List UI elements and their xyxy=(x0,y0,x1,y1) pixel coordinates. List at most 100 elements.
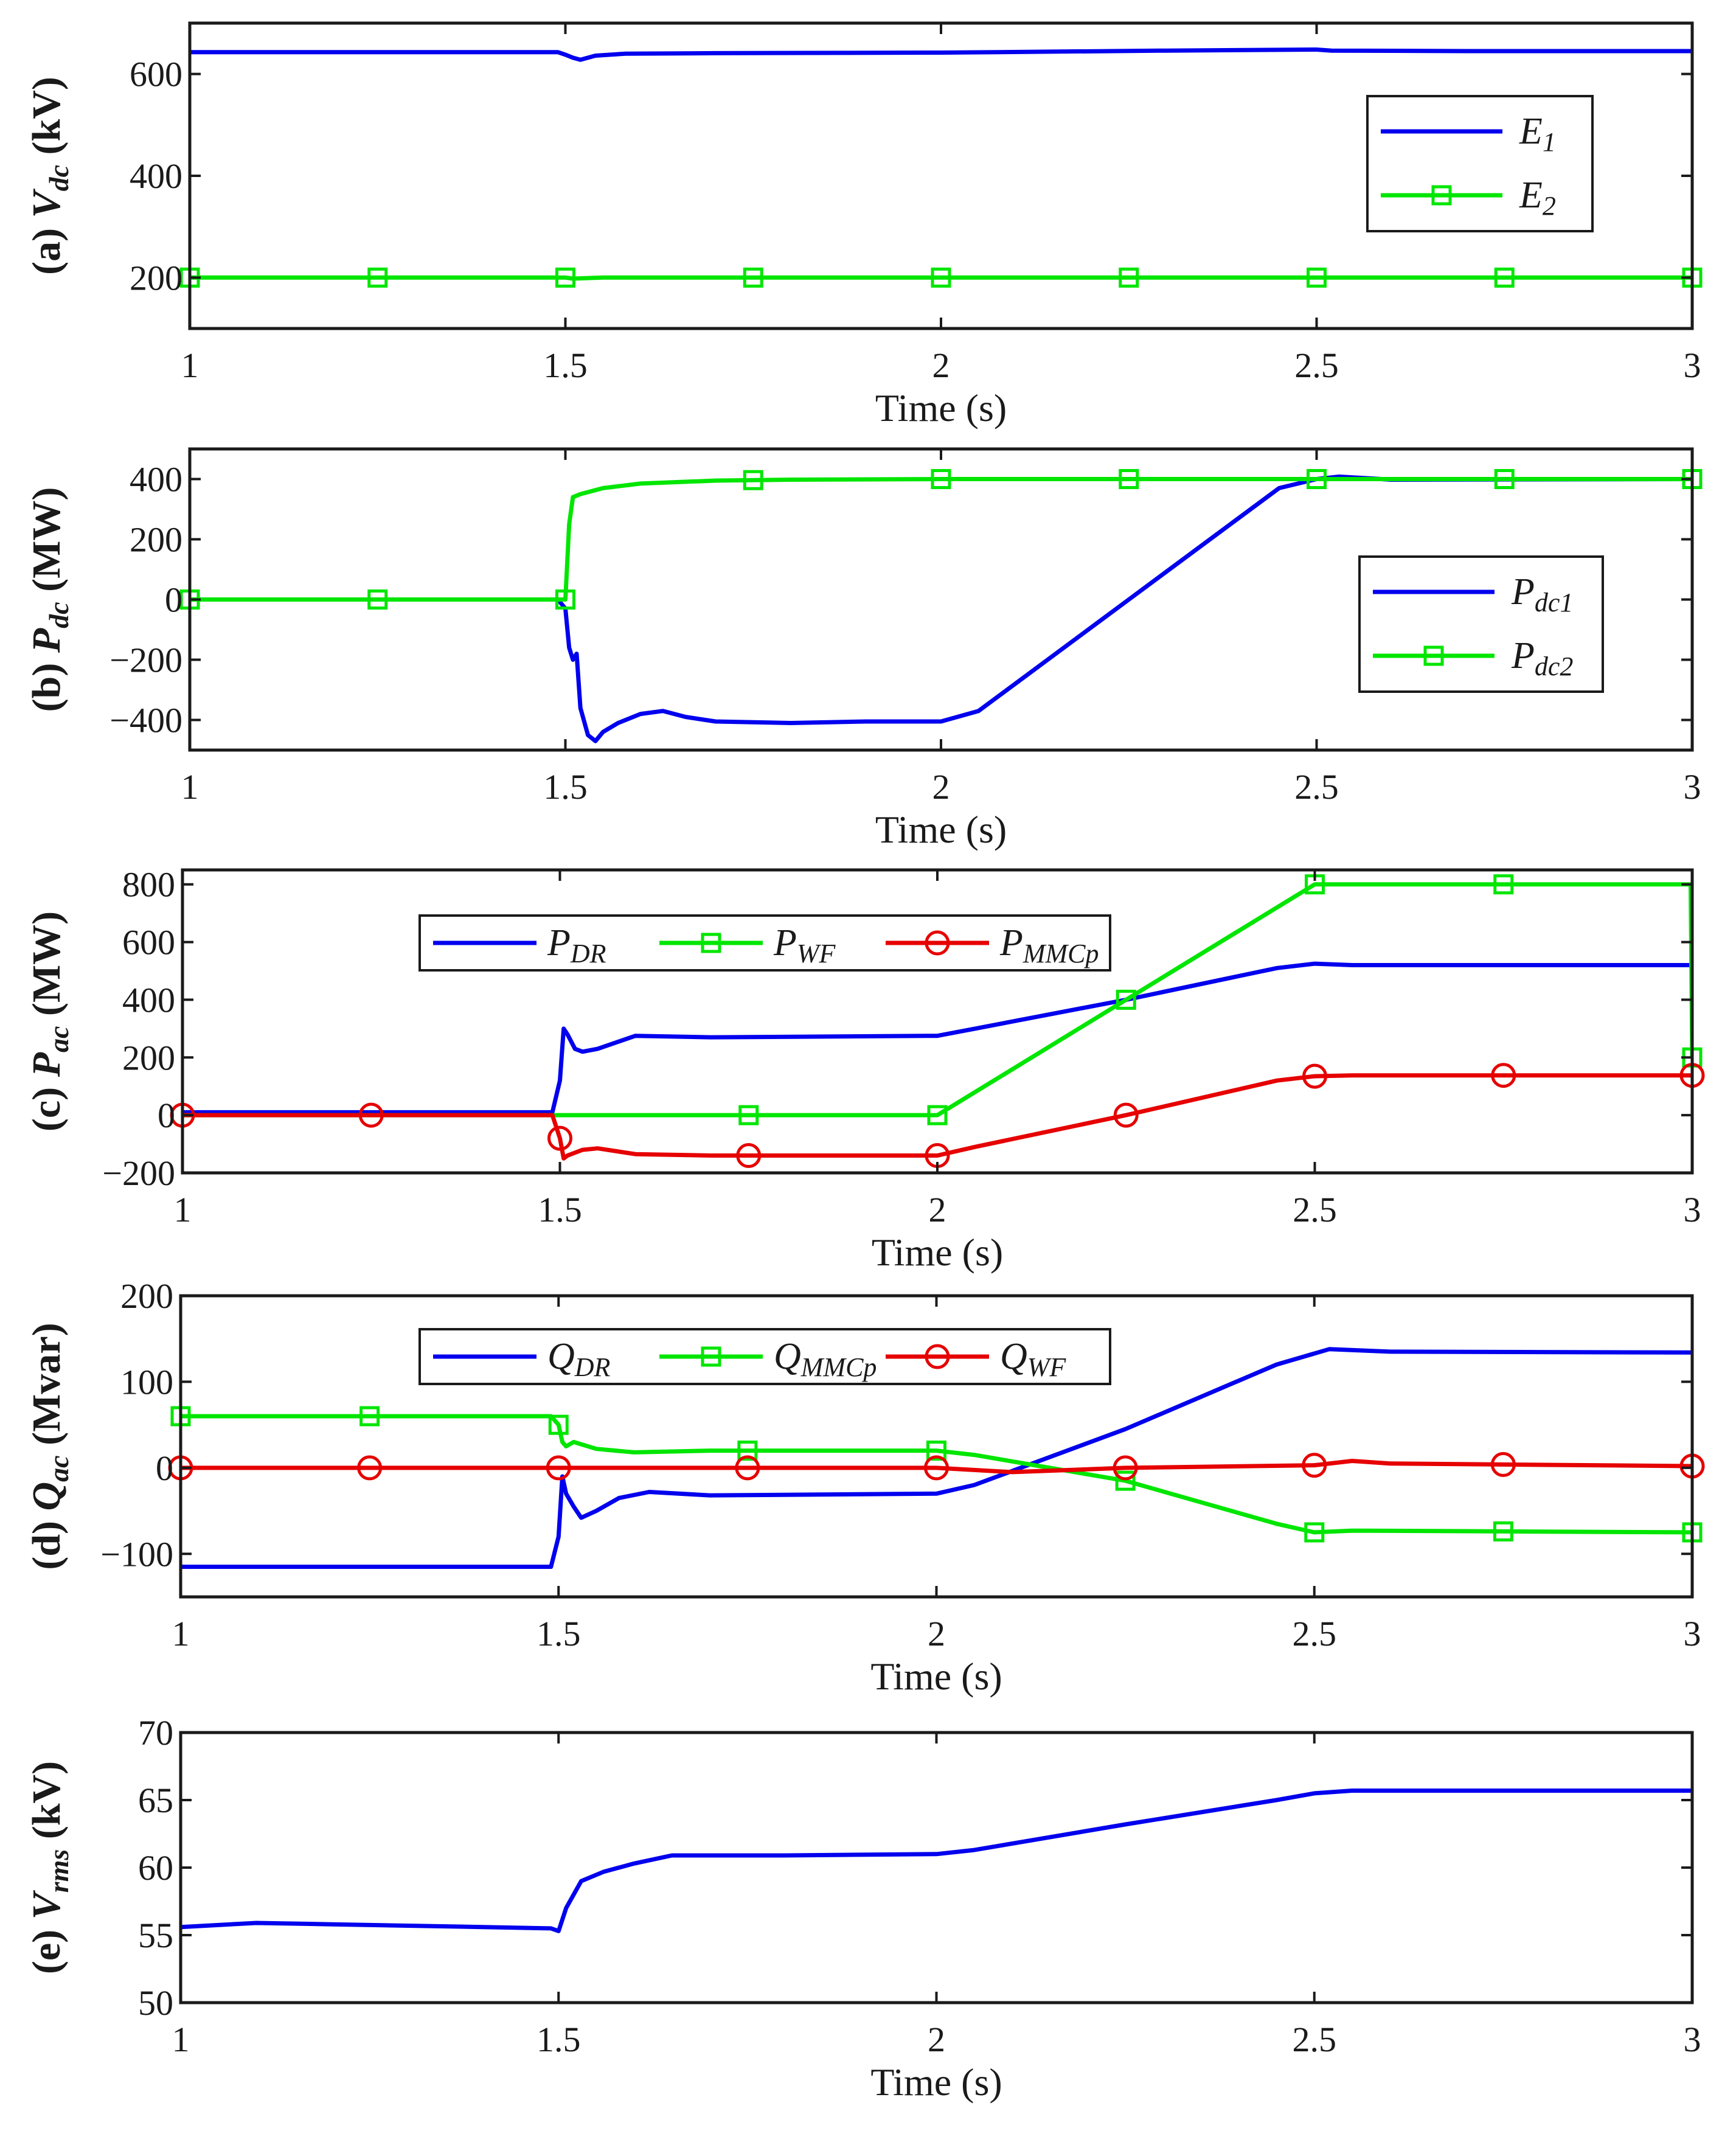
data-point-c-2-1 xyxy=(358,1102,384,1128)
x-tick-label: 1 xyxy=(181,767,199,807)
legend-entry: QMMCp xyxy=(774,1336,877,1382)
y-axis-label: (c) Pac (MW) xyxy=(24,911,74,1132)
chart-panel-c: 1 1.5 2 2.5 3 Time (s) −200 0 200 400 600 800 (c) Pa… xyxy=(24,865,1705,1274)
legend-box xyxy=(1358,555,1604,693)
data-point-d-1-3 xyxy=(737,1441,758,1461)
data-point-b-1-4 xyxy=(931,469,951,489)
data-point-d-2-7 xyxy=(1490,1451,1516,1477)
series-line-c-pdr xyxy=(182,961,1692,1114)
legend-entry: PMMCp xyxy=(999,922,1099,968)
data-point-a-1-1 xyxy=(367,267,388,288)
y-tick-label: −100 xyxy=(100,1534,173,1574)
legend-entry: E1 xyxy=(1519,111,1556,157)
legend: PDR PWF PMMCp xyxy=(418,914,1111,972)
y-tick-label: 800 xyxy=(122,865,175,905)
x-tick-label: 3 xyxy=(1684,767,1701,807)
x-tick-label: 1 xyxy=(174,1190,192,1229)
x-tick-label: 1.5 xyxy=(543,767,588,807)
x-tick-label: 2.5 xyxy=(1294,767,1339,807)
y-tick-label: 55 xyxy=(138,1916,173,1955)
x-tick-label: 2 xyxy=(928,2020,945,2059)
y-tick-label: 400 xyxy=(130,156,182,196)
data-point-d-1-7 xyxy=(1493,1521,1513,1542)
y-tick-label: 0 xyxy=(158,1096,175,1135)
data-point-d-1-1 xyxy=(359,1406,380,1427)
data-point-d-2-4 xyxy=(924,1455,949,1481)
data-point-b-1-6 xyxy=(1307,469,1327,489)
x-tick-label: 1 xyxy=(172,2020,190,2059)
data-point-b-1-3 xyxy=(743,470,763,490)
x-tick-label: 2 xyxy=(928,1614,945,1653)
data-point-a-1-2 xyxy=(555,267,575,288)
data-point-d-2-6 xyxy=(1302,1453,1327,1478)
x-tick-label: 3 xyxy=(1684,2020,1701,2059)
data-point-c-2-2 xyxy=(547,1125,572,1151)
y-tick-label: 600 xyxy=(130,55,182,94)
y-tick-label: 200 xyxy=(122,1038,175,1077)
y-tick-label: 65 xyxy=(138,1781,173,1820)
y-tick-label: 200 xyxy=(120,1276,173,1316)
series-line-a-e1 xyxy=(190,47,1692,62)
x-tick-label: 1 xyxy=(172,1614,190,1653)
data-point-a-1-6 xyxy=(1307,267,1327,288)
x-tick-label: 1.5 xyxy=(536,1614,581,1653)
x-tick-label: 2.5 xyxy=(1294,346,1339,385)
data-point-b-1-5 xyxy=(1119,469,1139,489)
series-line-d-qdr xyxy=(181,1347,1692,1569)
x-tick-label: 2 xyxy=(932,767,950,807)
legend-marker xyxy=(925,1344,950,1369)
legend-entry: QWF xyxy=(1000,1336,1066,1382)
data-point-a-1-5 xyxy=(1119,267,1139,288)
data-point-d-1-6 xyxy=(1304,1522,1325,1543)
legend-marker xyxy=(701,1346,721,1367)
legend-entry: Pdc1 xyxy=(1511,571,1573,617)
y-axis-label: (e) Vrms (kV) xyxy=(24,1761,74,1974)
data-point-b-1-7 xyxy=(1494,469,1515,489)
x-tick-label: 1.5 xyxy=(536,2020,581,2059)
y-tick-label: 70 xyxy=(138,1713,173,1753)
data-point-a-1-7 xyxy=(1494,267,1515,288)
y-tick-label: 60 xyxy=(138,1848,173,1888)
legend-box xyxy=(1366,95,1594,232)
x-tick-label: 3 xyxy=(1684,346,1701,385)
legend-entry: PWF xyxy=(773,922,836,968)
x-tick-label: 1.5 xyxy=(543,346,588,385)
chart-panel-e: 1 1.5 2 2.5 3 Time (s) 50 55 60 65 70 (e) Vrms (kV) xyxy=(24,1713,1701,2104)
y-tick-label: 400 xyxy=(130,460,182,499)
x-tick-label: 2.5 xyxy=(1293,1190,1337,1229)
data-point-d-1-2 xyxy=(548,1414,569,1435)
data-point-a-1-3 xyxy=(743,267,763,288)
y-axis-label: (a) Vdc (kV) xyxy=(24,77,74,275)
data-point-c-2-3 xyxy=(736,1143,762,1169)
y-tick-label: −200 xyxy=(102,1153,175,1193)
data-point-d-1-4 xyxy=(926,1441,946,1461)
data-point-c-2-6 xyxy=(1302,1063,1327,1089)
y-tick-label: 200 xyxy=(130,258,182,297)
series-line-a-e2 xyxy=(190,275,1692,281)
data-point-c-1-2 xyxy=(1116,989,1136,1010)
data-point-c-1-0 xyxy=(738,1105,759,1125)
legend-entry: QDR xyxy=(547,1336,611,1382)
y-axis-label: (d) Qac (Mvar) xyxy=(24,1323,74,1570)
y-tick-label: 200 xyxy=(130,520,182,560)
series-line-b-pdc1 xyxy=(190,475,1692,743)
x-axis-label: Time (s) xyxy=(870,1655,1002,1698)
data-point-d-2-2 xyxy=(546,1455,571,1481)
x-tick-label: 1.5 xyxy=(538,1190,582,1229)
y-tick-label: 600 xyxy=(122,923,175,962)
data-point-c-2-5 xyxy=(1113,1102,1139,1128)
y-axis-label: (b) Pdc (MW) xyxy=(24,487,74,712)
x-tick-label: 3 xyxy=(1684,1190,1701,1229)
data-point-d-1-5 xyxy=(1115,1470,1136,1491)
y-tick-label: 0 xyxy=(165,580,182,620)
y-tick-label: 50 xyxy=(138,1983,173,2023)
legend: QDR QMMCp QWF xyxy=(418,1328,1111,1385)
x-axis-label: Time (s) xyxy=(875,386,1007,429)
data-point-d-2-5 xyxy=(1113,1455,1138,1481)
legend-marker xyxy=(1423,645,1444,666)
series-line-e-vrms xyxy=(181,1789,1692,1933)
y-tick-label: −400 xyxy=(109,701,182,740)
x-tick-label: 3 xyxy=(1684,1614,1701,1653)
x-axis-label: Time (s) xyxy=(872,1231,1003,1274)
